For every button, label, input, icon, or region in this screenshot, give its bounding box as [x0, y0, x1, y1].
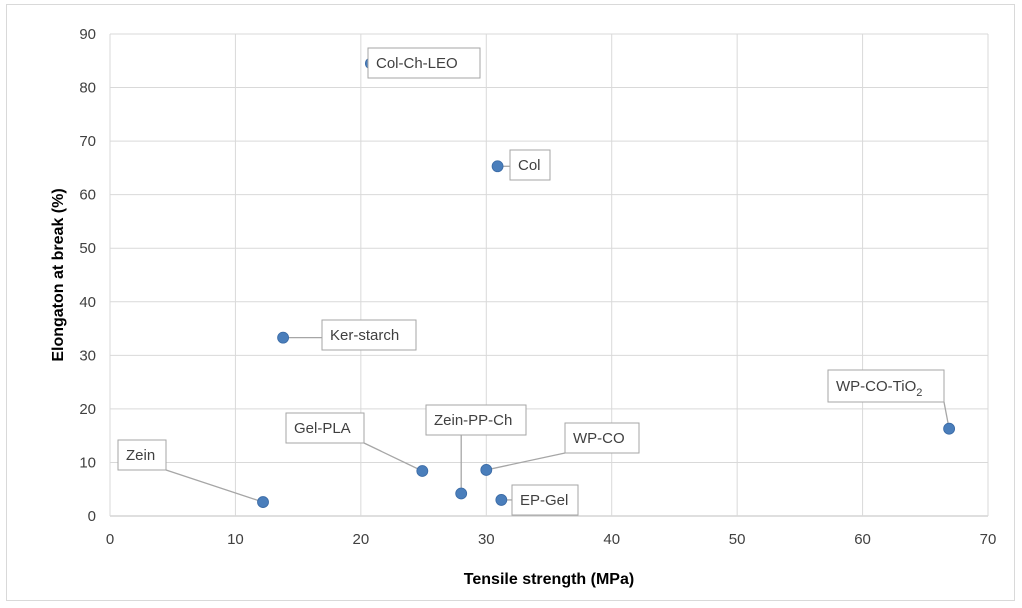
callout-box [285, 412, 365, 444]
callout-text-main: Col [518, 157, 541, 174]
x-tick-label: 30 [478, 531, 495, 548]
y-tick-label: 20 [79, 401, 96, 418]
y-tick-label: 60 [79, 187, 96, 204]
callout-label: Zein [117, 439, 167, 471]
y-tick-label: 40 [79, 294, 96, 311]
y-tick-label: 10 [79, 454, 96, 471]
grid [109, 33, 989, 517]
callout-leader [165, 469, 264, 503]
data-point [943, 422, 956, 435]
callout-text: EP-Gel [520, 492, 568, 509]
callout-text-main: Zein [126, 447, 155, 464]
data-point [277, 331, 289, 344]
callouts: Col-Ch-LEO Col Ker-starch WP-CO-TiO2 Zein Gel… [117, 47, 945, 516]
callout-box [117, 439, 167, 471]
callout-text-main: Ker-starch [330, 327, 399, 344]
x-tick-label: 40 [603, 531, 620, 548]
data-point [257, 496, 269, 508]
callout-text-subscript: 2 [916, 387, 922, 399]
x-tick-label: 20 [353, 531, 370, 548]
y-axis-ticks: 0 10 20 30 40 50 60 70 80 90 [79, 26, 96, 525]
x-tick-label: 50 [729, 531, 746, 548]
callout-box [367, 47, 481, 79]
y-tick-label: 90 [79, 26, 96, 43]
callout-label: Ker-starch [321, 319, 417, 351]
data-point [495, 494, 508, 506]
x-tick-label: 70 [980, 531, 997, 548]
callout-text-main: WP-CO-TiO [836, 378, 916, 395]
data-point [491, 160, 504, 173]
callout-box [321, 319, 417, 351]
y-tick-label: 70 [79, 133, 96, 150]
callout-text: WP-CO [573, 430, 625, 447]
callout-label: Col [509, 149, 551, 181]
y-tick-label: 0 [88, 508, 96, 525]
callout-label: Zein-PP-Ch [425, 404, 527, 436]
callout-leader [486, 452, 566, 471]
y-tick-label: 50 [79, 240, 96, 257]
callout-text: Col-Ch-LEO [376, 55, 458, 72]
callout-text-main: Zein-PP-Ch [434, 412, 512, 429]
x-tick-label: 10 [227, 531, 244, 548]
chart-frame [6, 4, 1015, 601]
callout-box [511, 484, 579, 516]
data-point [480, 464, 493, 476]
y-tick-label: 80 [79, 80, 96, 97]
x-axis-title: Tensile strength (MPa) [464, 571, 634, 588]
callout-text: Zein-PP-Ch [434, 412, 512, 429]
y-axis-title: Elongaton at break (%) [50, 188, 67, 361]
callout-text-main: Gel-PLA [294, 420, 351, 437]
callout-box [827, 369, 945, 403]
callout-text: WP-CO-TiO2 [836, 378, 922, 399]
x-axis-ticks: 0 10 20 30 40 50 60 70 [106, 531, 997, 548]
x-tick-label: 60 [854, 531, 871, 548]
callout-label: Col-Ch-LEO [367, 47, 481, 79]
callout-text-main: WP-CO [573, 430, 625, 447]
callout-leaders [165, 165, 950, 503]
callout-text: Zein [126, 447, 155, 464]
callout-box [509, 149, 551, 181]
x-tick-label: 0 [106, 531, 114, 548]
callout-leader [363, 442, 423, 472]
callout-label: EP-Gel [511, 484, 579, 516]
callout-label: WP-CO-TiO2 [827, 369, 945, 403]
callout-label: Gel-PLA [285, 412, 365, 444]
callout-box [425, 404, 527, 436]
callout-text: Gel-PLA [294, 420, 351, 437]
callout-text: Col [518, 157, 541, 174]
callout-text-main: Col-Ch-LEO [376, 55, 458, 72]
callout-label: WP-CO [564, 422, 640, 454]
callout-text: Ker-starch [330, 327, 399, 344]
callout-box [564, 422, 640, 454]
data-point [416, 465, 429, 477]
callout-text-main: EP-Gel [520, 492, 568, 509]
y-tick-label: 30 [79, 347, 96, 364]
data-point [455, 487, 468, 500]
